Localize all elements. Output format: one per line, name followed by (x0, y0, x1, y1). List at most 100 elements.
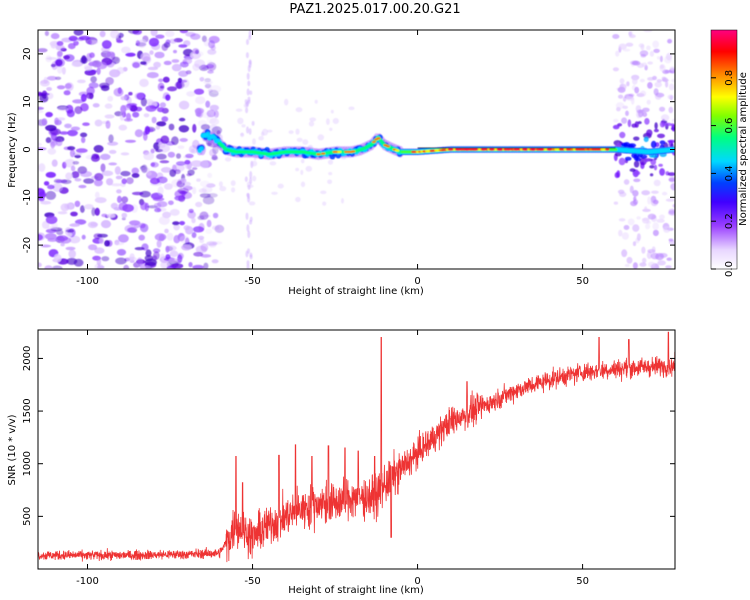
spectro-energy-blob (45, 171, 56, 178)
spectro-energy-blob (258, 136, 264, 141)
spectro-energy-blob (67, 146, 76, 151)
spectro-energy-blob (665, 265, 672, 269)
spectro-energy-blob (80, 103, 89, 112)
spectro-energy-blob (643, 136, 649, 143)
spectro-energy-blob (110, 202, 118, 209)
spectro-energy-blob (210, 85, 222, 94)
snr-plot: -100 -50 0 50 500 1000 1500 2000 Height of stra… (7, 329, 676, 596)
spectro-energy-blob (80, 93, 87, 102)
spectro-energy-blob (246, 72, 250, 80)
spectro-energy-blob (72, 161, 80, 165)
spectro-energy-blob (246, 126, 249, 134)
spectro-energy-blob (122, 204, 134, 213)
spectro-energy-blob (61, 67, 66, 75)
spectro-energy-blob (162, 76, 170, 83)
spectro-energy-blob (203, 80, 213, 85)
spectro-energy-blob (47, 238, 58, 242)
spectro-energy-blob (218, 181, 223, 188)
spectro-energy-blob (271, 191, 278, 195)
spectro-energy-blob (211, 225, 220, 231)
spectro-energy-blob (69, 223, 80, 227)
spectro-energy-blob (629, 168, 636, 172)
spectro-energy-blob (187, 210, 196, 219)
spectro-energy-blob (628, 93, 635, 97)
spectro-energy-blob (672, 203, 675, 208)
spectro-energy-blob (652, 40, 660, 49)
spectro-energy-blob (55, 44, 65, 51)
snr-series-line (38, 331, 675, 563)
spectro-energy-blob (190, 33, 201, 40)
spectro-energy-blob (143, 113, 150, 118)
colorbar-tick-label: 0.6 (724, 118, 735, 134)
spectro-energy-blob (64, 158, 76, 168)
spectro-energy-blob (94, 119, 103, 127)
spectro-energy-blob (121, 46, 131, 54)
spectro-energy-blob (668, 238, 674, 242)
spectro-energy-blob (296, 137, 303, 142)
spectro-energy-blob (171, 59, 180, 63)
spectro-energy-blob (70, 211, 78, 217)
spectro-energy-blob (100, 85, 110, 92)
spectro-energy-blob (615, 102, 625, 110)
spectro-energy-blob (203, 262, 209, 269)
spectro-energy-blob (70, 165, 76, 172)
spectro-energy-blob (172, 221, 180, 226)
spectro-energy-blob (99, 237, 104, 244)
spectro-energy-blob (105, 120, 111, 129)
spectro-energy-blob (192, 186, 197, 195)
spectro-energy-blob (200, 243, 209, 252)
spectro-energy-blob (211, 259, 219, 264)
spectro-energy-blob (670, 183, 675, 191)
spectro-energy-blob (87, 40, 92, 45)
spectro-energy-blob (158, 78, 164, 83)
spectro-energy-blob (208, 40, 216, 49)
spectrogram-y-label: Frequency (Hz) (7, 112, 18, 188)
spectro-energy-blob (625, 42, 634, 47)
spectro-energy-blob (200, 124, 210, 131)
spectro-energy-blob (94, 191, 100, 199)
spectro-energy-blob (667, 139, 675, 143)
spectro-energy-blob (66, 109, 75, 118)
spectro-energy-blob (612, 67, 620, 72)
spectrogram-x-label: Height of straight line (km) (288, 286, 424, 297)
spectro-energy-blob (64, 83, 72, 89)
spectro-energy-blob (230, 180, 236, 187)
spectro-energy-blob (157, 186, 164, 196)
spectro-energy-blob (209, 104, 219, 111)
spectro-energy-blob (120, 96, 127, 101)
spectro-energy-blob (165, 254, 171, 260)
spectro-energy-blob (651, 190, 659, 194)
spectro-energy-blob (619, 78, 625, 84)
spectro-energy-blob (472, 148, 479, 151)
spectro-energy-blob (171, 136, 179, 146)
spectro-energy-blob (209, 118, 220, 126)
spectro-energy-blob (38, 110, 44, 114)
spectro-energy-blob (626, 81, 630, 87)
spectro-energy-blob (74, 219, 87, 225)
spectro-energy-blob (83, 178, 95, 184)
spectro-energy-blob (668, 177, 675, 182)
spectro-energy-blob (332, 118, 339, 124)
snr-x-tick-label: -100 (76, 576, 99, 587)
spectro-energy-blob (624, 156, 632, 161)
spectro-energy-blob (546, 148, 553, 151)
spectro-energy-blob (192, 123, 197, 133)
spectro-energy-blob (250, 160, 258, 167)
spectro-energy-blob (184, 159, 191, 165)
spectro-energy-blob (160, 167, 172, 173)
spectro-energy-blob (300, 158, 305, 164)
spectro-energy-blob (168, 257, 178, 264)
spectro-energy-blob (94, 207, 100, 216)
spectro-energy-blob (165, 245, 170, 253)
spectro-energy-blob (613, 147, 618, 152)
spectro-energy-blob (634, 121, 639, 128)
spectro-energy-blob (661, 191, 668, 196)
spectro-energy-blob (614, 152, 622, 157)
spectro-energy-blob (60, 203, 70, 212)
spectro-energy-blob (624, 263, 630, 267)
spectro-energy-blob (653, 164, 658, 171)
spectro-energy-blob (632, 199, 639, 205)
spectro-energy-blob (277, 183, 284, 189)
spectro-energy-blob (249, 90, 253, 95)
spectro-energy-blob (252, 138, 256, 145)
